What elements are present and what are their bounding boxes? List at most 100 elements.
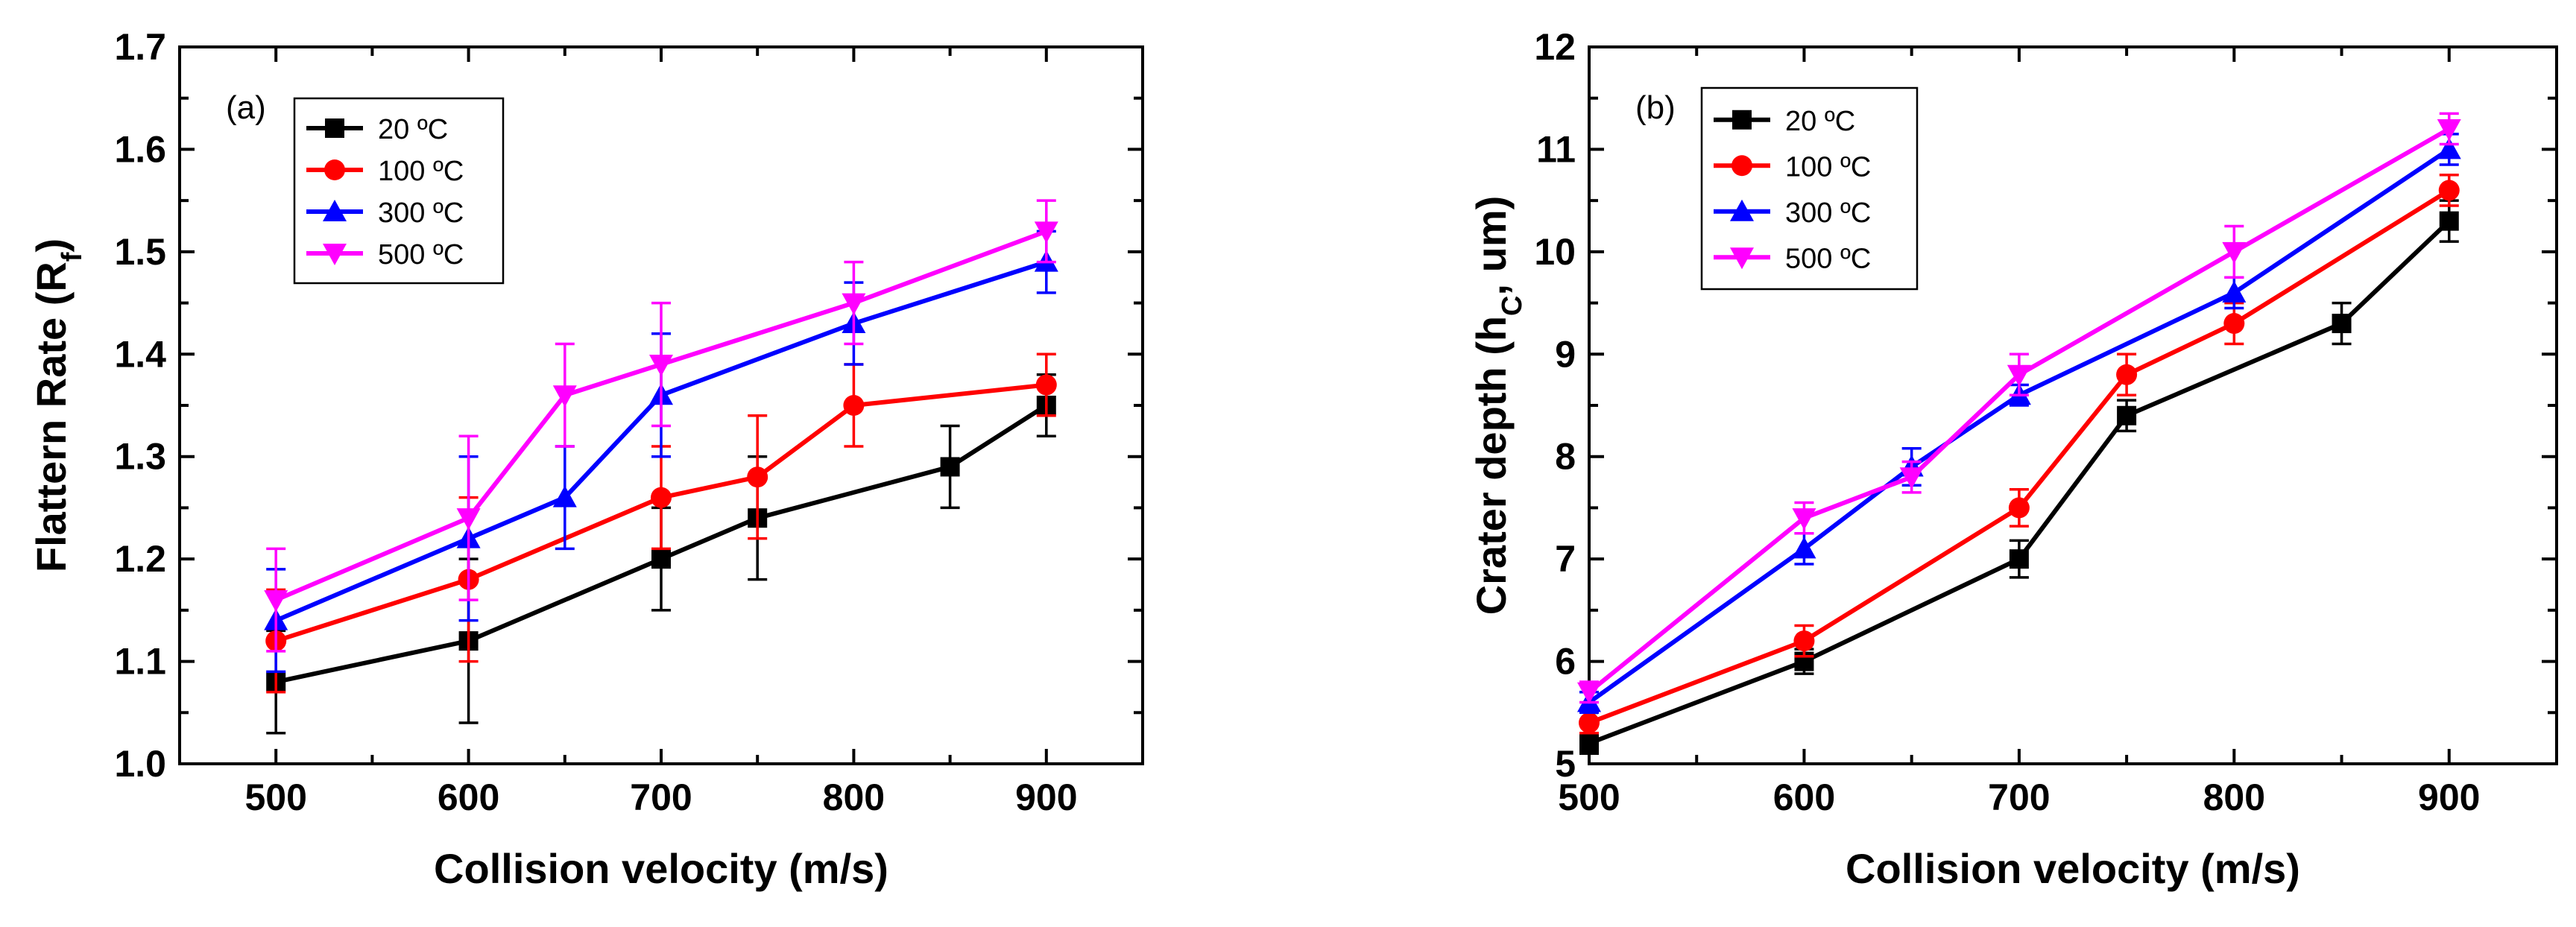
series-line	[275, 229, 1047, 602]
y-tick-label: 1.1	[114, 641, 166, 683]
legend-label: 500 ºC	[378, 239, 464, 270]
y-tick-label: 6	[1555, 641, 1576, 683]
y-tick-label: 1.7	[114, 26, 166, 68]
data-point	[1034, 221, 1058, 244]
data-point	[1035, 374, 1057, 396]
data-point	[843, 395, 865, 416]
y-tick-label: 1.6	[114, 128, 166, 170]
legend: 20 ºC 100 ºC 300 ºC 500 ºC	[293, 97, 505, 285]
y-tick-label: 9	[1555, 333, 1576, 375]
data-point	[940, 457, 960, 477]
x-axis-label: Collision velocity (m/s)	[1846, 845, 2300, 892]
data-point	[2007, 364, 2031, 387]
data-point	[552, 385, 577, 408]
y-tick-label: 1.2	[114, 538, 166, 580]
series-1	[1579, 174, 2460, 735]
data-point	[1792, 508, 1816, 531]
legend-marker	[1731, 155, 1752, 177]
legend-marker	[324, 159, 345, 180]
legend-marker	[325, 118, 344, 138]
legend-label: 300 ºC	[1785, 197, 1871, 229]
data-point	[2222, 280, 2247, 303]
y-axis-label-main: Flattern Rate (R	[28, 262, 75, 572]
data-point	[649, 355, 673, 377]
legend: 20 ºC 100 ºC 300 ºC 500 ºC	[1700, 86, 1919, 291]
data-point	[1792, 537, 1816, 559]
series-3	[264, 199, 1058, 653]
x-tick-label: 800	[823, 776, 885, 818]
data-point	[456, 508, 481, 531]
data-point	[2117, 405, 2137, 425]
y-axis-label-subscript: f	[57, 252, 88, 262]
legend-label: 20 ºC	[378, 114, 448, 145]
x-tick-label: 700	[630, 776, 692, 818]
data-point	[1579, 712, 1600, 734]
data-point	[1579, 733, 1599, 753]
data-point	[2332, 314, 2352, 334]
data-point	[2437, 118, 2461, 141]
data-point	[2438, 180, 2460, 201]
y-tick-label: 1.0	[114, 743, 166, 785]
x-tick-label: 600	[438, 776, 499, 818]
series-3	[1577, 112, 2461, 704]
y-tick-label: 10	[1534, 231, 1576, 273]
x-tick-label: 500	[244, 776, 306, 818]
data-point	[2222, 241, 2247, 264]
data-point	[651, 487, 672, 508]
y-axis-label: Flattern Rate (Rf)	[28, 238, 88, 572]
series-line	[1588, 147, 2451, 704]
x-tick-label: 800	[2203, 776, 2265, 818]
y-tick-label: 1.3	[114, 436, 166, 478]
panel-tag: (a)	[226, 89, 266, 126]
data-point	[2008, 497, 2030, 519]
series-0	[1579, 199, 2459, 756]
data-point	[2439, 211, 2459, 231]
data-point	[747, 466, 768, 488]
series-line	[1588, 127, 2451, 695]
chart-panel-b: 500 600 700 800 900 5 6 7 8 9 10 11 12 Collision velo…	[1468, 26, 2558, 892]
y-axis-label-close: , um)	[1468, 196, 1515, 296]
legend-label: 20 ºC	[1785, 106, 1855, 137]
chart-panel-a: 500 600 700 800 900 1.0 1.1 1.2 1.3 1.4 1.5 1.6 1.7 C…	[28, 26, 1144, 892]
series-line	[275, 259, 1047, 623]
y-tick-label: 1.4	[114, 333, 166, 375]
data-point	[264, 590, 288, 613]
y-tick-label: 8	[1555, 436, 1576, 478]
legend-marker	[1730, 247, 1754, 270]
series-line	[1588, 188, 2451, 725]
x-tick-label: 700	[1988, 776, 2050, 818]
legend-marker	[1730, 199, 1754, 221]
x-tick-label: 900	[2418, 776, 2480, 818]
legend-marker	[1732, 110, 1752, 130]
data-point	[651, 549, 671, 569]
data-point	[1793, 630, 1815, 652]
y-tick-label: 5	[1555, 743, 1576, 785]
data-point	[2223, 313, 2245, 335]
panel-tag: (b)	[1635, 89, 1676, 126]
x-tick-label: 500	[1558, 776, 1620, 818]
x-axis-label: Collision velocity (m/s)	[434, 845, 888, 892]
y-axis-label-main: Crater depth (h	[1468, 316, 1515, 615]
y-tick-label: 12	[1534, 26, 1576, 68]
data-point	[2009, 549, 2029, 569]
series-line	[275, 382, 1047, 643]
y-tick-label: 7	[1555, 538, 1576, 580]
y-axis-label: Crater depth (hC, um)	[1468, 196, 1528, 616]
x-tick-label: 600	[1773, 776, 1835, 818]
legend-label: 500 ºC	[1785, 243, 1871, 274]
data-point	[842, 293, 866, 315]
series-line	[1588, 219, 2451, 746]
data-point	[2437, 137, 2461, 159]
legend-marker	[323, 244, 347, 265]
legend-label: 300 ºC	[378, 197, 464, 229]
data-point	[1577, 682, 1601, 704]
data-point	[1899, 467, 1924, 490]
y-tick-label: 1.5	[114, 231, 166, 273]
series-line	[275, 403, 1048, 684]
x-tick-label: 900	[1015, 776, 1077, 818]
y-axis-label-close: )	[28, 238, 75, 253]
legend-label: 100 ºC	[378, 156, 464, 187]
series-0	[266, 373, 1056, 735]
y-tick-label: 11	[1536, 128, 1576, 170]
